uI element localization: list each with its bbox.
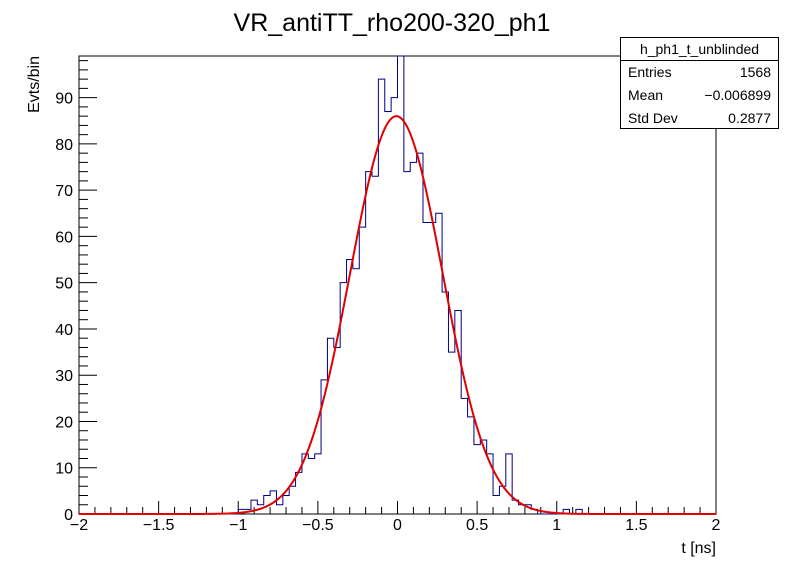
x-axis-label: t [ns] — [681, 540, 716, 557]
stats-value: −0.006899 — [704, 87, 771, 103]
y-axis-ticks: 0 10 20 30 40 50 60 70 80 90 — [55, 60, 97, 524]
y-tick-label: 70 — [55, 183, 73, 200]
x-tick-label: −2 — [70, 517, 88, 534]
y-tick-label: 60 — [55, 229, 73, 246]
stats-label: Mean — [628, 87, 664, 103]
x-tick-label: 0 — [393, 517, 402, 534]
stats-row-mean: Mean −0.006899 — [621, 84, 778, 107]
y-tick-label: 20 — [55, 414, 73, 431]
y-axis-label: Evts/bin — [26, 56, 43, 113]
stats-label: Std Dev — [628, 110, 678, 126]
stats-row-entries: Entries 1568 — [621, 61, 778, 84]
x-axis-ticks: −2 −1.5 −1 −0.5 0 0.5 1 1.5 2 — [70, 501, 721, 534]
x-tick-label: 1 — [552, 517, 561, 534]
y-tick-label: 30 — [55, 368, 73, 385]
stats-box: h_ph1_t_unblinded Entries 1568 Mean −0.0… — [620, 37, 779, 129]
y-tick-label: 90 — [55, 91, 73, 108]
y-tick-label: 10 — [55, 461, 73, 478]
y-tick-label: 40 — [55, 322, 73, 339]
x-tick-label: 1.5 — [625, 517, 647, 534]
chart-title: VR_antiTT_rho200-320_ph1 — [234, 9, 551, 37]
stats-value: 1568 — [739, 64, 771, 80]
x-tick-label: 2 — [712, 517, 721, 534]
x-tick-label: −1 — [229, 517, 247, 534]
y-tick-label: 50 — [55, 276, 73, 293]
y-tick-label: 80 — [55, 137, 73, 154]
x-tick-label: 0.5 — [466, 517, 488, 534]
stats-label: Entries — [628, 64, 672, 80]
x-tick-label: −0.5 — [302, 517, 334, 534]
y-tick-label: 0 — [64, 507, 73, 524]
x-tick-label: −1.5 — [143, 517, 175, 534]
stats-row-stddev: Std Dev 0.2877 — [621, 107, 778, 130]
gaussian-fit-curve — [79, 115, 716, 515]
stats-box-title: h_ph1_t_unblinded — [621, 38, 778, 61]
stats-value: 0.2877 — [728, 110, 771, 126]
